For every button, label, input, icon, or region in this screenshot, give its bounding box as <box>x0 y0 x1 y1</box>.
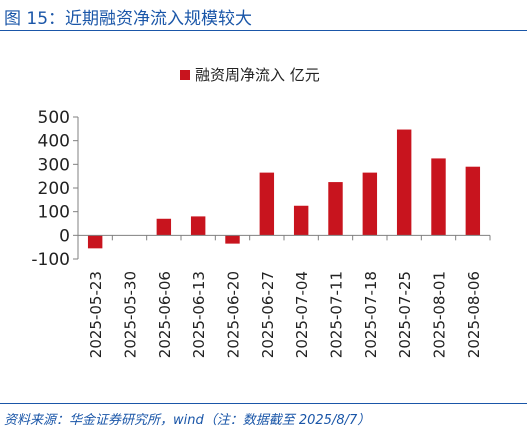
bars <box>87 129 481 249</box>
bar <box>431 158 446 236</box>
bar <box>328 182 343 236</box>
x-axis: 2025-05-23 2025-05-30 2025-06-06 2025-06-13… <box>77 234 491 358</box>
bar <box>259 172 275 236</box>
x-tick-label: 2025-07-18 <box>362 271 380 358</box>
y-tick-label: 500 <box>38 108 70 128</box>
x-tick-label: 2025-05-30 <box>122 271 140 358</box>
legend-label: 融资周净流入 亿元 <box>195 66 320 84</box>
legend: 融资周净流入 亿元 <box>180 66 320 84</box>
bar <box>225 235 240 244</box>
x-tick-label: 2025-08-06 <box>465 271 483 358</box>
x-tick-label: 2025-05-23 <box>87 271 105 358</box>
x-tick-label: 2025-06-27 <box>259 271 277 358</box>
x-tick-label: 2025-07-25 <box>396 271 414 358</box>
source-note: 资料来源：华金证券研究所，wind（注：数据截至 2025/8/7） <box>4 413 371 428</box>
bar <box>293 205 309 236</box>
y-tick-label: 0 <box>59 226 70 246</box>
x-tick-label: 2025-06-20 <box>225 271 243 358</box>
x-tick-label: 2025-08-01 <box>431 271 449 358</box>
y-tick-label: 400 <box>38 132 70 152</box>
bar <box>362 172 378 236</box>
y-tick-label: 200 <box>38 179 70 199</box>
y-tick-label: -100 <box>31 250 70 270</box>
y-tick-label: 100 <box>38 203 70 223</box>
footer-divider <box>0 403 527 404</box>
bar-chart: 融资周净流入 亿元 500 400 300 200 100 0 -100 2025-05-2… <box>31 66 491 358</box>
x-tick-label: 2025-06-06 <box>156 271 174 358</box>
title-divider <box>0 30 527 31</box>
figure-title: 图 15：近期融资净流入规模较大 <box>4 9 253 29</box>
y-axis: 500 400 300 200 100 0 -100 <box>31 108 79 270</box>
legend-swatch <box>180 70 190 80</box>
title-bar: 图 15：近期融资净流入规模较大 <box>0 0 527 30</box>
x-tick-label: 2025-07-04 <box>293 271 311 358</box>
x-tick-label: 2025-07-11 <box>328 271 346 358</box>
bar <box>465 166 481 236</box>
bar <box>156 218 172 236</box>
bar <box>190 216 206 236</box>
bar <box>87 235 103 249</box>
y-tick-label: 300 <box>38 155 70 175</box>
x-tick-label: 2025-06-13 <box>190 271 208 358</box>
bar <box>396 129 412 236</box>
